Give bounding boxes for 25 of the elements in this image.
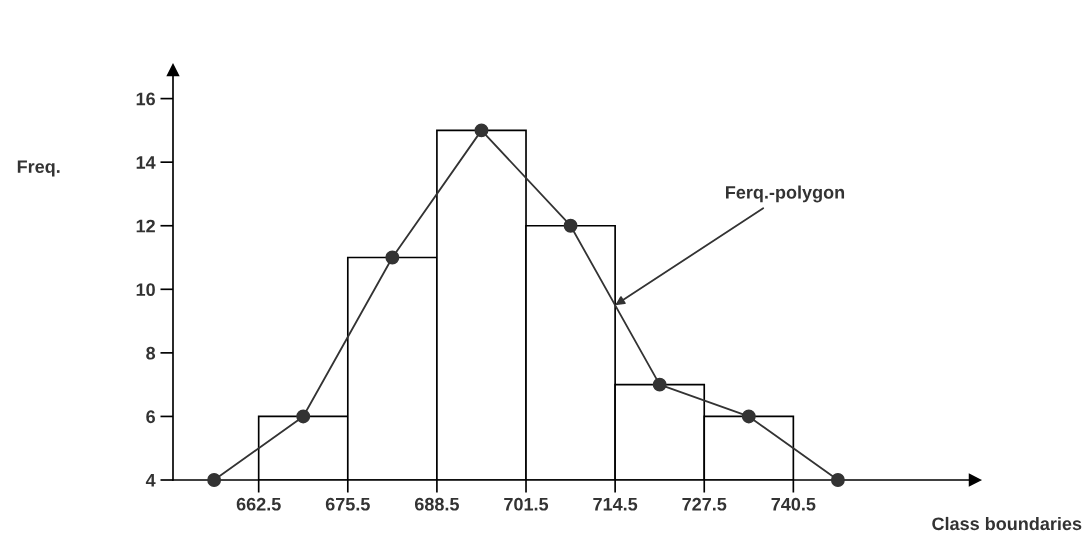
point — [385, 250, 400, 265]
y-axis-title: Freq. — [17, 160, 60, 177]
point — [830, 473, 845, 487]
x-axis-title: Class boundaries — [932, 516, 1082, 531]
x-tick-label: 714.5 — [593, 498, 638, 511]
y-tick-label: 4 — [145, 474, 156, 487]
x-tick-label: 740.5 — [771, 497, 816, 511]
y-tick-label: 6 — [146, 410, 155, 424]
y-tick-label: 16 — [136, 92, 155, 106]
y-tick-label: 14 — [136, 156, 156, 169]
annotation: Ferq.-polygon — [726, 185, 845, 203]
point — [652, 377, 667, 392]
point — [563, 218, 578, 233]
x-tick-label: 662.5 — [236, 497, 281, 511]
point — [741, 409, 756, 424]
point — [207, 473, 222, 487]
point — [296, 409, 311, 424]
y-tick-label: 10 — [136, 283, 155, 297]
y-tick-label: 8 — [146, 346, 156, 360]
x-tick-label: 688.5 — [414, 497, 459, 511]
x-tick-label: 727.5 — [682, 497, 727, 511]
y-tick-label: 12 — [136, 219, 155, 233]
x-tick-label: 675.5 — [325, 497, 370, 511]
x-tick-label: 701.5 — [504, 497, 549, 511]
point — [474, 123, 489, 138]
